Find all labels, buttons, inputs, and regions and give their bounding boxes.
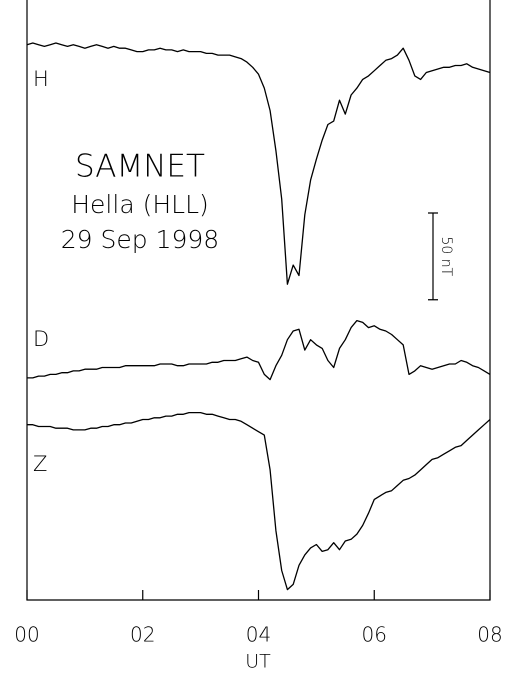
trace (26, 42, 491, 285)
date: 29 Sep 1998 (61, 225, 219, 254)
trace-label: D (33, 327, 49, 351)
trace (27, 319, 491, 381)
scale-bar (428, 212, 438, 301)
x-tick-label: 08 (477, 623, 502, 647)
axis-frame (26, 0, 491, 601)
x-tick-label: 04 (246, 623, 271, 647)
trace-label: H (33, 67, 49, 91)
x-tick-label: 00 (14, 623, 39, 647)
scale-bar-label: 50 nT (438, 237, 454, 277)
x-tick-label: 06 (362, 623, 387, 647)
trace (27, 411, 491, 591)
chart-title: SAMNET (75, 149, 205, 185)
x-axis-label: UT (245, 651, 271, 673)
x-tick-label: 02 (130, 623, 155, 647)
trace-label: Z (33, 452, 47, 476)
station: Hella (HLL) (71, 190, 209, 219)
